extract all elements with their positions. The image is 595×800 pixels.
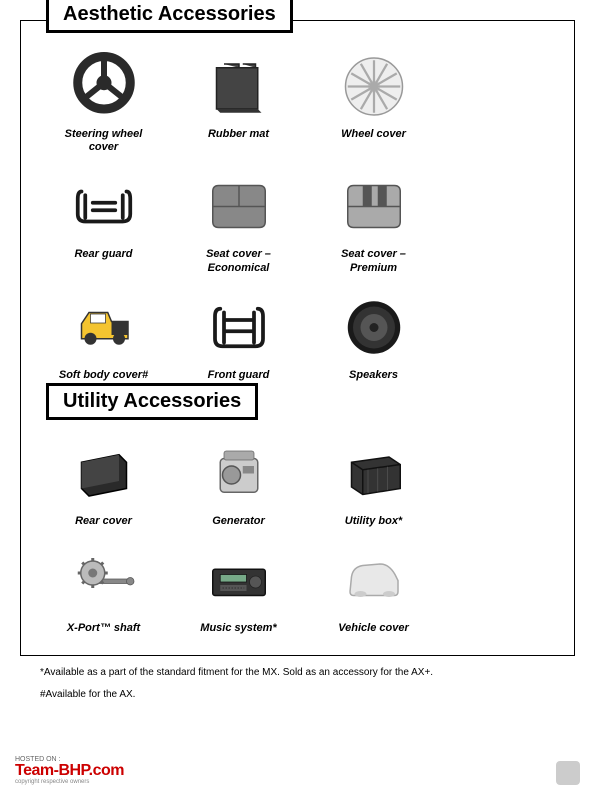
shaft-icon [59,543,149,618]
accessory-item: Rear cover [51,436,156,528]
item-label: Utility box* [345,515,402,528]
utility-title: Utility Accessories [46,383,258,420]
utilitybox-icon [329,436,419,511]
item-label: Seat cover – Premium [321,248,426,274]
item-label: Vehicle cover [338,622,409,635]
corner-badge [556,761,580,785]
accessory-item: Wheel cover [321,49,426,154]
footnote: #Available for the AX. [20,688,575,702]
aesthetic-grid: Steering wheel cover Rubber mat Wheel cove… [36,49,559,382]
item-label: Rear guard [74,248,132,261]
accessory-item: Rubber mat [186,49,291,154]
vehiclecover-icon [329,543,419,618]
accessory-item: Utility box* [321,436,426,528]
item-label: Wheel cover [341,128,406,141]
rearcover-icon [59,436,149,511]
wheel-icon [329,49,419,124]
item-label: Speakers [349,369,398,382]
accessory-item: Speakers [321,290,426,382]
footnotes: *Available as a part of the standard fit… [20,666,575,702]
accessory-item: Rear guard [51,169,156,274]
accessory-item: Seat cover – Premium [321,169,426,274]
item-label: X-Port™ shaft [67,622,140,635]
rearguard-icon [59,169,149,244]
music-icon [194,543,284,618]
speaker-icon [329,290,419,365]
item-label: Rubber mat [208,128,269,141]
main-container: Aesthetic Accessories Steering wheel cov… [20,20,575,656]
seat1-icon [194,169,284,244]
utility-grid: Rear cover Generator Utility box* X-Port™ s… [36,436,559,635]
item-label: Seat cover – Economical [186,248,291,274]
accessory-item: Music system* [186,543,291,635]
item-label: Generator [212,515,265,528]
item-label: Soft body cover# [59,369,148,382]
item-label: Steering wheel cover [51,128,156,154]
generator-icon [194,436,284,511]
vehicle-icon [59,290,149,365]
sub-label: copyright respective owners [15,779,124,785]
accessory-item: Soft body cover# [51,290,156,382]
seat2-icon [329,169,419,244]
accessory-item: Steering wheel cover [51,49,156,154]
mat-icon [194,49,284,124]
accessory-item: Vehicle cover [321,543,426,635]
steering-icon [59,49,149,124]
accessory-item: X-Port™ shaft [51,543,156,635]
aesthetic-title: Aesthetic Accessories [46,0,293,33]
accessory-item: Generator [186,436,291,528]
item-label: Rear cover [75,515,132,528]
brand-label: Team-BHP.com [15,763,124,779]
frontguard-icon [194,290,284,365]
item-label: Music system* [200,622,276,635]
accessory-item: Front guard [186,290,291,382]
accessory-item: Seat cover – Economical [186,169,291,274]
footnote: *Available as a part of the standard fit… [20,666,575,680]
watermark: HOSTED ON : Team-BHP.com copyright respe… [15,756,124,785]
item-label: Front guard [208,369,270,382]
